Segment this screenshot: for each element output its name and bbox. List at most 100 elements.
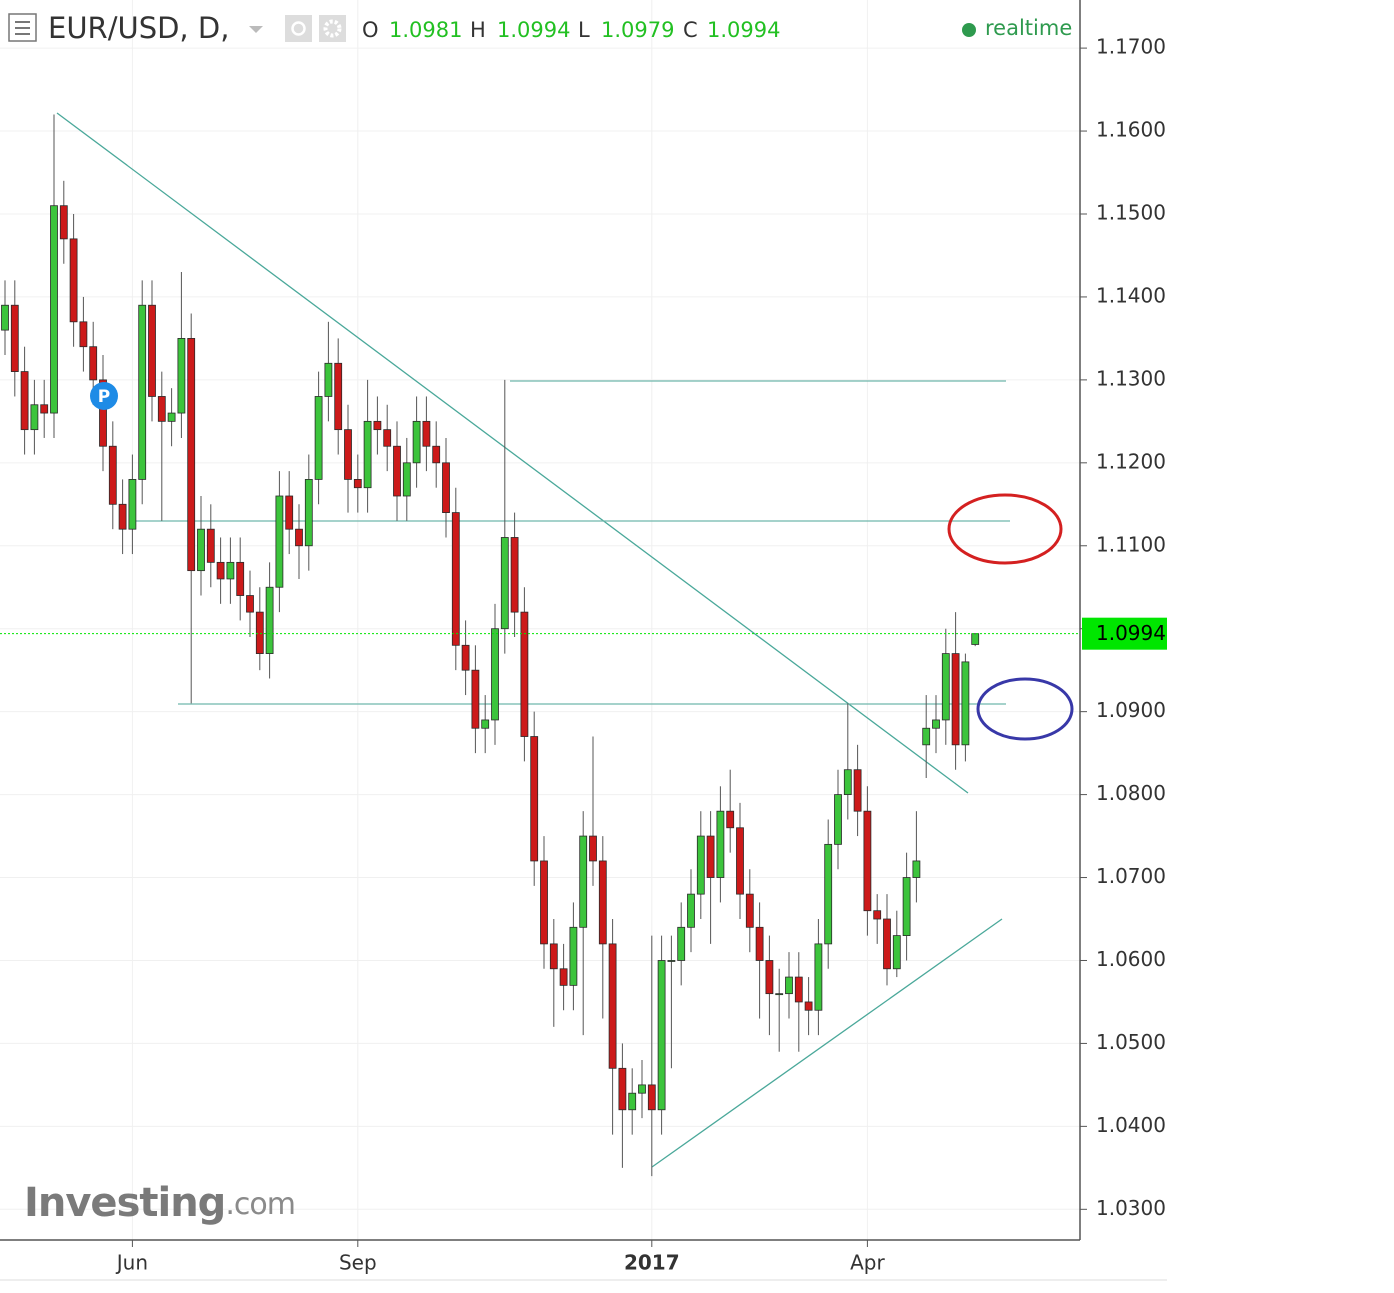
y-tick-label: 1.1500 — [1096, 200, 1166, 224]
legend-value: 1.0979 — [601, 18, 674, 42]
x-tick-label: Apr — [850, 1251, 885, 1275]
candle-body — [344, 429, 352, 480]
eye-button[interactable] — [285, 15, 312, 42]
candle-body — [167, 412, 176, 422]
drawings — [56, 112, 1074, 1168]
candle-body — [236, 561, 245, 596]
candle-body — [657, 960, 666, 1111]
dropdown-arrow[interactable] — [249, 26, 263, 33]
candle-body — [598, 860, 607, 945]
candle-body — [696, 835, 705, 895]
legend-key: O — [362, 18, 379, 42]
candle-body — [50, 205, 58, 414]
y-tick-label: 1.0800 — [1096, 781, 1166, 805]
candle-body — [804, 1001, 813, 1011]
y-tick-label: 1.0500 — [1096, 1030, 1166, 1054]
candle-body — [824, 843, 833, 945]
candle-body — [383, 429, 392, 447]
candle-body — [246, 595, 254, 613]
candle-body — [40, 404, 49, 414]
logo-suffix: .com — [225, 1187, 295, 1222]
candle-body — [794, 976, 803, 1003]
candle-body — [1, 304, 9, 331]
candle-body — [706, 835, 715, 878]
candle-body — [785, 976, 793, 995]
candle-body — [148, 304, 156, 397]
candle-body — [510, 537, 519, 613]
candle-body — [99, 379, 107, 447]
candle-body — [353, 479, 362, 489]
candle-body — [491, 628, 499, 721]
candle-body — [638, 1084, 646, 1094]
gear-icon — [323, 19, 342, 38]
candle-body — [569, 926, 578, 986]
candle-body — [843, 769, 852, 795]
y-tick-label: 1.0400 — [1096, 1113, 1166, 1137]
settings-button[interactable] — [319, 15, 346, 42]
candle-body — [314, 396, 323, 480]
candle-body — [30, 404, 39, 431]
candle-body — [647, 1084, 656, 1111]
candle-body — [69, 238, 78, 323]
y-tick-label: 1.0700 — [1096, 864, 1166, 888]
candle-body — [667, 960, 676, 962]
candle-body — [716, 810, 725, 878]
candle-body — [765, 960, 774, 995]
candle-body — [892, 935, 901, 970]
candle-body — [687, 893, 695, 928]
legend-value: 1.0981 — [389, 18, 462, 42]
status-dot — [962, 23, 976, 37]
eye-icon — [291, 21, 306, 36]
candle-body — [471, 669, 480, 729]
candle-body — [481, 719, 490, 729]
menu-icon[interactable] — [8, 13, 37, 42]
y-tick-label: 1.0600 — [1096, 947, 1166, 971]
candle-body — [932, 719, 940, 729]
candle-body — [334, 362, 343, 431]
candle-body — [922, 727, 931, 746]
candle-body — [402, 462, 411, 497]
candle-body — [432, 445, 441, 464]
x-tick-label: 2017 — [624, 1251, 680, 1275]
candle-body — [677, 926, 686, 961]
candle-body — [363, 420, 372, 489]
marker[interactable] — [90, 382, 118, 410]
logo-brand-text: Investing — [24, 1180, 225, 1226]
y-tick-label: 1.0300 — [1096, 1196, 1166, 1220]
candle-body — [579, 835, 588, 928]
candle-body — [285, 495, 294, 530]
candle-body — [971, 633, 980, 645]
last-price-tag — [1082, 617, 1167, 650]
candle-body — [902, 877, 911, 936]
marker-label: P — [98, 387, 110, 407]
status: realtime — [985, 16, 1072, 40]
x-tick-label: Jun — [115, 1251, 148, 1275]
candle-body — [530, 736, 539, 862]
grid — [0, 0, 1080, 1240]
candle-body — [883, 918, 891, 970]
candle-body — [853, 769, 862, 812]
candle-body — [941, 653, 950, 721]
legend-key: C — [683, 18, 698, 42]
y-tick-label: 1.1600 — [1096, 118, 1166, 142]
y-tick-label: 1.1100 — [1096, 532, 1166, 556]
candle-body — [559, 968, 568, 986]
candle-body — [265, 586, 274, 654]
candle-body — [187, 338, 196, 572]
legend-key: H — [470, 18, 486, 42]
y-tick-label: 1.1400 — [1096, 283, 1166, 307]
candle-body — [157, 396, 166, 422]
candle-body — [745, 893, 754, 928]
candle-body — [20, 371, 29, 431]
candle-body — [118, 503, 127, 530]
candle-body — [412, 420, 421, 464]
candle-body — [108, 445, 117, 505]
candle-body — [451, 512, 460, 646]
candle-body — [295, 528, 303, 547]
candle-body — [814, 943, 823, 1011]
candle-body — [912, 860, 921, 878]
candle-body — [775, 993, 784, 996]
y-tick-label: 1.1300 — [1096, 366, 1166, 390]
candle-body — [549, 943, 558, 970]
